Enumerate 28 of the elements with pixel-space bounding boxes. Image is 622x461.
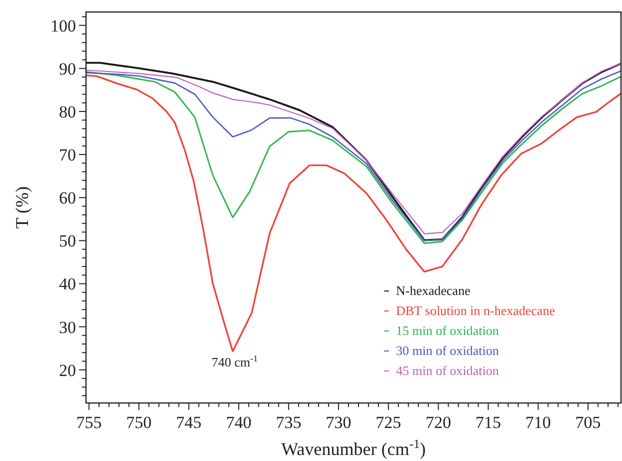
x-tick-label: 735 bbox=[276, 413, 302, 432]
legend-label: DBT solution in n-hexadecane bbox=[396, 303, 556, 318]
y-tick-label: 40 bbox=[59, 274, 76, 294]
x-tick-label: 710 bbox=[525, 413, 551, 432]
annotation: 740 cm$^{-1}$ bbox=[212, 353, 258, 370]
y-tick-label: 30 bbox=[59, 318, 76, 337]
y-tick-label: 70 bbox=[59, 146, 76, 165]
x-tick-label: 730 bbox=[326, 413, 352, 432]
x-tick-label: 705 bbox=[575, 413, 601, 432]
y-tick-label: 80 bbox=[59, 102, 76, 122]
y-axis-title: T (%) bbox=[12, 186, 32, 229]
x-tick-label: 720 bbox=[426, 413, 452, 432]
y-tick-label: 50 bbox=[59, 232, 76, 251]
legend-label: 15 min of oxidation bbox=[396, 323, 500, 338]
x-tick-label: 725 bbox=[376, 413, 402, 432]
legend-label: N-hexadecane bbox=[396, 283, 471, 298]
legend-label: 45 min of oxidation bbox=[396, 363, 500, 378]
x-tick-label: 715 bbox=[476, 413, 501, 432]
x-tick-label: 745 bbox=[176, 413, 202, 432]
x-tick-label: 740 bbox=[226, 413, 252, 432]
x-tick-label: 750 bbox=[126, 413, 152, 432]
x-tick-label: 755 bbox=[76, 413, 102, 432]
y-tick-label: 100 bbox=[50, 16, 76, 36]
y-tick-label: 90 bbox=[59, 59, 76, 78]
y-tick-label: 60 bbox=[59, 188, 76, 208]
y-tick-label: 20 bbox=[59, 360, 76, 380]
legend-label: 30 min of oxidation bbox=[396, 343, 500, 358]
x-axis-title: Wavenumber (cm$^{-1}$) bbox=[281, 437, 426, 459]
